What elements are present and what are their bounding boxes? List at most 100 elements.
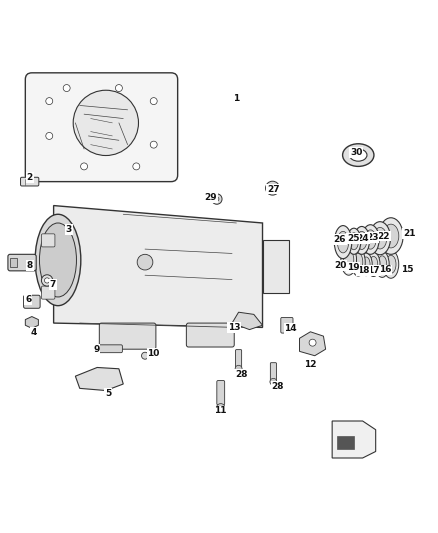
Text: 11: 11: [214, 407, 226, 416]
Circle shape: [46, 98, 53, 104]
Text: 21: 21: [403, 229, 416, 238]
Text: 9: 9: [93, 345, 99, 354]
Text: 20: 20: [334, 261, 346, 270]
Text: 19: 19: [347, 263, 359, 272]
Ellipse shape: [337, 231, 349, 253]
FancyBboxPatch shape: [8, 254, 36, 271]
Text: 4: 4: [31, 328, 37, 337]
Ellipse shape: [350, 149, 367, 161]
Circle shape: [265, 181, 279, 195]
Polygon shape: [75, 367, 123, 391]
FancyBboxPatch shape: [21, 177, 39, 186]
Circle shape: [269, 184, 276, 192]
Text: 5: 5: [105, 389, 111, 398]
Ellipse shape: [386, 255, 396, 273]
Text: 15: 15: [401, 265, 413, 274]
FancyBboxPatch shape: [186, 323, 234, 347]
FancyBboxPatch shape: [24, 295, 40, 308]
Circle shape: [150, 98, 157, 104]
Text: 23: 23: [366, 233, 378, 243]
Text: 25: 25: [347, 233, 359, 243]
Text: 7: 7: [49, 280, 56, 289]
FancyBboxPatch shape: [236, 350, 242, 370]
Text: 26: 26: [334, 235, 346, 244]
Ellipse shape: [365, 230, 376, 249]
Text: 24: 24: [356, 233, 369, 243]
Circle shape: [215, 197, 219, 201]
Circle shape: [137, 254, 153, 270]
Circle shape: [63, 85, 70, 92]
Circle shape: [133, 163, 140, 170]
Polygon shape: [232, 312, 262, 329]
Ellipse shape: [354, 227, 370, 254]
Ellipse shape: [350, 233, 358, 250]
Circle shape: [150, 141, 157, 148]
Text: 2: 2: [27, 173, 33, 182]
FancyBboxPatch shape: [281, 318, 293, 333]
Polygon shape: [332, 421, 376, 458]
Ellipse shape: [378, 256, 387, 273]
Ellipse shape: [362, 225, 379, 254]
Text: 22: 22: [377, 231, 390, 240]
Circle shape: [216, 403, 225, 413]
Circle shape: [116, 85, 122, 92]
FancyBboxPatch shape: [25, 73, 178, 182]
Circle shape: [73, 90, 138, 156]
Circle shape: [141, 352, 148, 359]
Ellipse shape: [373, 228, 387, 249]
Polygon shape: [300, 332, 325, 356]
Circle shape: [270, 378, 277, 385]
Text: 29: 29: [204, 193, 217, 202]
Ellipse shape: [383, 224, 399, 248]
FancyBboxPatch shape: [262, 240, 289, 293]
Text: 6: 6: [25, 295, 32, 304]
Polygon shape: [53, 206, 262, 327]
Ellipse shape: [379, 218, 403, 254]
Text: 27: 27: [267, 184, 280, 193]
Text: 16: 16: [379, 265, 392, 274]
Ellipse shape: [383, 251, 399, 278]
Text: 30: 30: [350, 148, 362, 157]
Ellipse shape: [341, 245, 357, 275]
Bar: [10, 258, 17, 268]
Text: 28: 28: [235, 370, 248, 379]
Text: 28: 28: [272, 382, 284, 391]
Ellipse shape: [351, 248, 365, 276]
Ellipse shape: [369, 256, 378, 272]
Text: 13: 13: [228, 323, 240, 332]
Circle shape: [309, 339, 316, 346]
Ellipse shape: [334, 225, 352, 259]
Ellipse shape: [39, 223, 77, 297]
Ellipse shape: [370, 222, 391, 255]
Text: 12: 12: [304, 360, 317, 369]
Circle shape: [45, 278, 49, 283]
FancyBboxPatch shape: [217, 381, 225, 405]
Circle shape: [81, 163, 88, 170]
Text: 14: 14: [285, 324, 297, 333]
Circle shape: [42, 275, 53, 286]
Ellipse shape: [35, 214, 81, 305]
FancyBboxPatch shape: [270, 362, 276, 383]
Circle shape: [212, 194, 222, 204]
FancyBboxPatch shape: [42, 234, 55, 247]
Ellipse shape: [354, 253, 363, 271]
Text: 8: 8: [27, 261, 33, 270]
Text: 1: 1: [233, 94, 240, 103]
Ellipse shape: [357, 231, 367, 249]
Text: 3: 3: [66, 225, 72, 234]
Ellipse shape: [362, 257, 370, 272]
Circle shape: [235, 365, 242, 372]
FancyBboxPatch shape: [42, 286, 55, 299]
Text: 10: 10: [148, 349, 160, 358]
Polygon shape: [336, 436, 354, 449]
Ellipse shape: [360, 253, 372, 276]
Text: 18: 18: [357, 266, 370, 276]
Circle shape: [46, 133, 53, 140]
Text: 17: 17: [367, 266, 380, 276]
Polygon shape: [25, 317, 39, 328]
Ellipse shape: [375, 251, 389, 277]
Ellipse shape: [347, 228, 361, 254]
Ellipse shape: [343, 144, 374, 166]
Ellipse shape: [343, 250, 354, 270]
FancyBboxPatch shape: [94, 345, 122, 353]
